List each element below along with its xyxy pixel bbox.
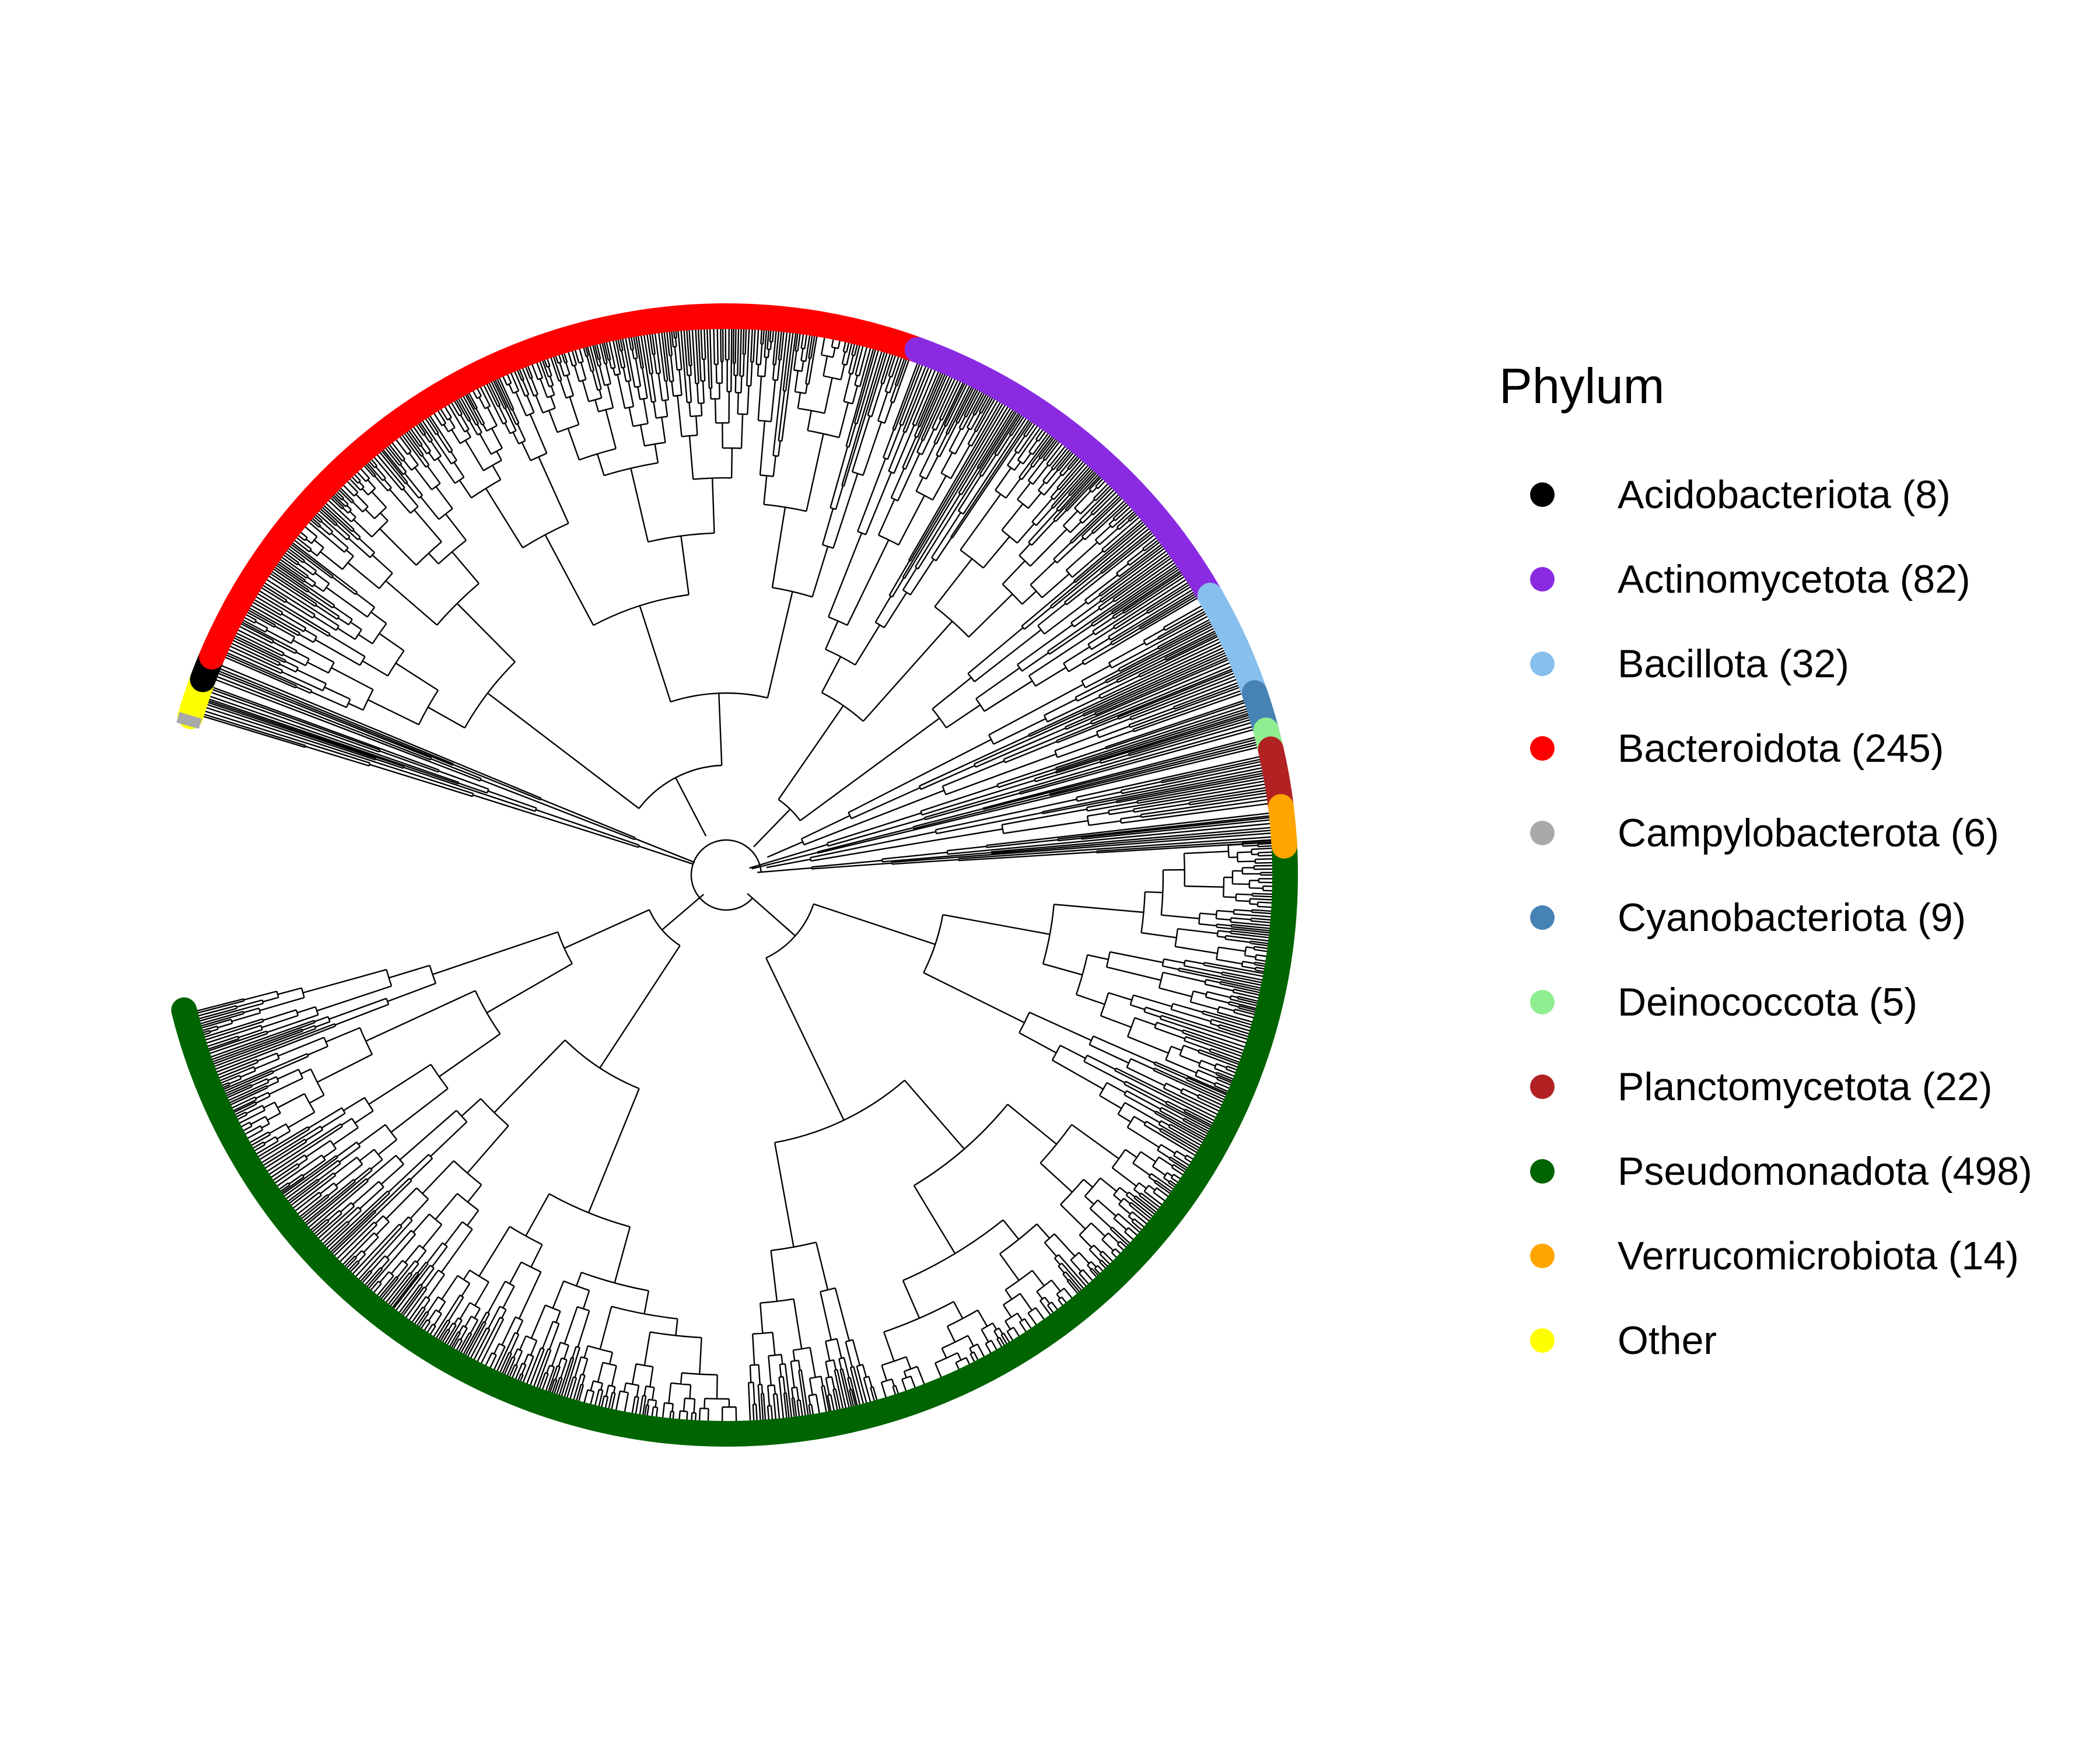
- phylum-ring-segment: [176, 712, 202, 729]
- legend-item: Other: [1493, 1298, 2077, 1382]
- legend-dot-icon: [1530, 1158, 1555, 1184]
- legend-dot-icon: [1530, 1243, 1555, 1268]
- legend-dot-icon: [1530, 1074, 1555, 1099]
- legend-item: Pseudomonadota (498): [1493, 1129, 2077, 1213]
- legend-item: Bacillota (32): [1493, 621, 2077, 706]
- phylum-ring-segment: [733, 823, 1298, 1447]
- legend-dot-icon: [1530, 989, 1555, 1014]
- legend-item: Actinomycetota (82): [1493, 537, 2077, 621]
- legend-label: Bacteroidota (245): [1618, 726, 1944, 771]
- legend-label: Campylobacterota (6): [1618, 810, 1999, 855]
- legend-item: Campylobacterota (6): [1493, 790, 2077, 875]
- phylum-ring-segment: [904, 337, 1223, 608]
- legend-dot-icon: [1530, 905, 1555, 930]
- legend-dot-icon: [1530, 1328, 1555, 1353]
- phylum-ring-segment: [199, 303, 930, 670]
- legend-items: Acidobacteriota (8) Actinomycetota (82) …: [1493, 452, 2077, 1382]
- legend-title: Phylum: [1499, 359, 1665, 414]
- legend-label: Deinococcota (5): [1618, 979, 1918, 1024]
- legend-label: Planctomycetota (22): [1618, 1064, 1993, 1109]
- legend-label: Actinomycetota (82): [1618, 556, 1971, 601]
- legend-dot-icon: [1530, 651, 1555, 676]
- legend-dot-icon: [1530, 566, 1555, 592]
- tree-branches: [189, 320, 1281, 1430]
- legend-label: Verrucomicrobiota (14): [1618, 1233, 2019, 1278]
- legend-label: Acidobacteriota (8): [1618, 472, 1951, 517]
- phylum-ring-segment: [1268, 794, 1297, 859]
- legend-label: Bacillota (32): [1618, 641, 1849, 686]
- legend-item: Deinococcota (5): [1493, 960, 2077, 1044]
- legend-dot-icon: [1530, 736, 1555, 761]
- legend-dot-icon: [1530, 482, 1555, 507]
- legend-label: Cyanobacteriota (9): [1618, 895, 1966, 940]
- legend-item: Cyanobacteriota (9): [1493, 875, 2077, 960]
- legend-dot-icon: [1530, 820, 1555, 845]
- legend-label: Other: [1618, 1318, 1717, 1363]
- legend-label: Pseudomonadota (498): [1618, 1149, 2032, 1194]
- phylum-ring-segment: [171, 997, 759, 1447]
- legend-item: Verrucomicrobiota (14): [1493, 1213, 2077, 1298]
- legend: Phylum Acidobacteriota (8) Actinomycetot…: [1493, 362, 2077, 1382]
- tree-branch-path: [189, 320, 1281, 1430]
- phylum-color-ring: [171, 303, 1298, 1447]
- legend-item: Acidobacteriota (8): [1493, 452, 2077, 537]
- legend-item: Planctomycetota (22): [1493, 1044, 2077, 1129]
- legend-item: Bacteroidota (245): [1493, 706, 2077, 790]
